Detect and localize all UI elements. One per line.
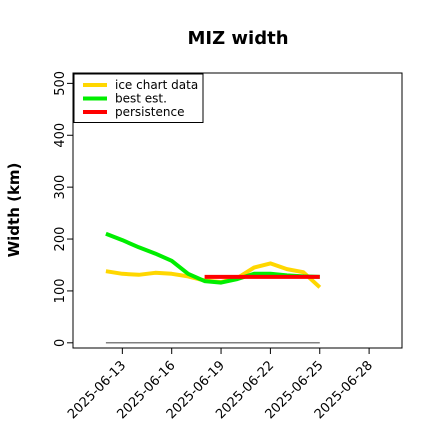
legend-label: ice chart data bbox=[115, 78, 198, 92]
chart-title: MIZ width bbox=[187, 28, 288, 49]
plot-frame bbox=[72, 72, 403, 349]
y-tick-label: 400 bbox=[53, 123, 68, 148]
legend-label: best est. bbox=[115, 92, 167, 106]
y-tick-label: 0 bbox=[53, 339, 68, 347]
y-tick-label: 100 bbox=[53, 279, 68, 304]
y-tick-label: 300 bbox=[53, 175, 68, 200]
y-axis-label: Width (km) bbox=[5, 163, 23, 258]
legend-label: persistence bbox=[115, 105, 184, 119]
plot-area: 01002003004005002025-06-132025-06-162025… bbox=[53, 71, 376, 422]
y-tick-label: 200 bbox=[53, 227, 68, 252]
y-tick-label: 500 bbox=[53, 71, 68, 96]
legend-box bbox=[73, 73, 204, 123]
